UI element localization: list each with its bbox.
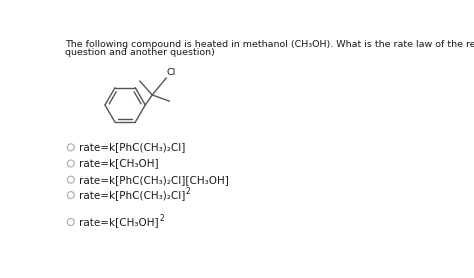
Text: rate=k[PhC(CH₃)₂Cl]: rate=k[PhC(CH₃)₂Cl]	[79, 142, 185, 152]
Text: rate=k[CH₃OH]: rate=k[CH₃OH]	[79, 158, 158, 168]
Text: Cl: Cl	[167, 68, 176, 77]
Text: rate=k[PhC(CH₃)₂Cl][CH₃OH]: rate=k[PhC(CH₃)₂Cl][CH₃OH]	[79, 175, 228, 185]
Text: rate=k[CH₃OH]: rate=k[CH₃OH]	[79, 217, 158, 227]
Text: question and another question): question and another question)	[65, 48, 215, 57]
Text: rate=k[PhC(CH₃)₂Cl]: rate=k[PhC(CH₃)₂Cl]	[79, 190, 185, 200]
Text: 2: 2	[186, 187, 191, 197]
Text: The following compound is heated in methanol (CH₃OH). What is the rate law of th: The following compound is heated in meth…	[65, 39, 474, 49]
Text: 2: 2	[159, 214, 164, 224]
